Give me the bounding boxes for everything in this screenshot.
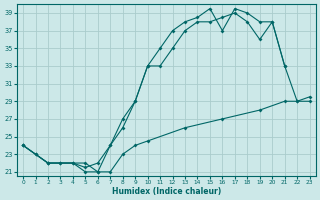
X-axis label: Humidex (Indice chaleur): Humidex (Indice chaleur) [112, 187, 221, 196]
